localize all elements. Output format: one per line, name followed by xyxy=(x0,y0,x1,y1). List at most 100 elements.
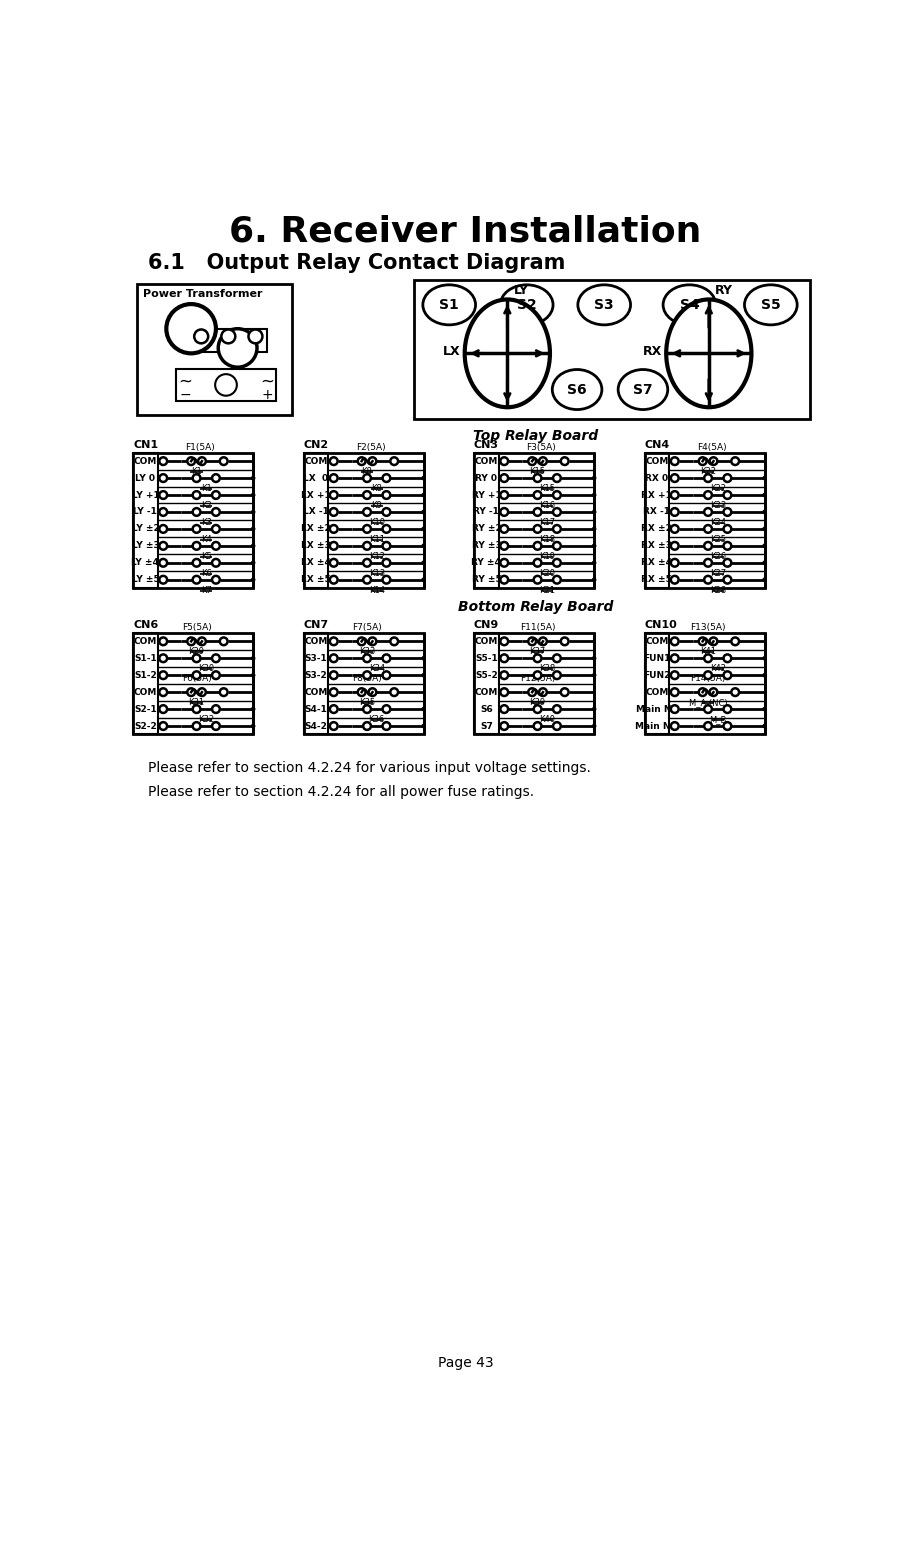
Circle shape xyxy=(390,689,398,696)
Circle shape xyxy=(364,509,371,516)
Circle shape xyxy=(500,541,508,549)
Text: S3-1: S3-1 xyxy=(305,654,327,662)
Text: COM: COM xyxy=(474,687,498,696)
Text: K28: K28 xyxy=(710,585,725,595)
Circle shape xyxy=(159,526,167,532)
Bar xyxy=(644,452,669,588)
Circle shape xyxy=(193,541,200,549)
Text: F7(5A): F7(5A) xyxy=(352,623,382,632)
Text: RY 0: RY 0 xyxy=(475,474,497,482)
Text: RX +1: RX +1 xyxy=(642,490,673,499)
Circle shape xyxy=(724,671,732,679)
Bar xyxy=(474,632,499,734)
Circle shape xyxy=(704,654,712,662)
Circle shape xyxy=(383,541,390,549)
Circle shape xyxy=(553,474,561,482)
Circle shape xyxy=(763,543,767,548)
Text: K42: K42 xyxy=(710,665,725,673)
Circle shape xyxy=(724,509,732,516)
Ellipse shape xyxy=(578,285,631,326)
Bar xyxy=(415,280,810,419)
Circle shape xyxy=(724,541,732,549)
Text: LY -1: LY -1 xyxy=(134,507,157,516)
Bar xyxy=(474,452,594,588)
Text: CN4: CN4 xyxy=(644,440,670,449)
Circle shape xyxy=(500,654,508,662)
Circle shape xyxy=(195,330,208,343)
Circle shape xyxy=(500,689,508,696)
Circle shape xyxy=(251,560,255,565)
Text: COM: COM xyxy=(645,637,669,646)
Bar xyxy=(304,452,328,588)
Circle shape xyxy=(421,656,426,660)
Circle shape xyxy=(534,671,542,679)
Text: K29: K29 xyxy=(188,648,205,656)
Text: S1: S1 xyxy=(439,297,459,311)
Circle shape xyxy=(671,654,679,662)
Circle shape xyxy=(704,576,712,584)
Circle shape xyxy=(534,491,542,499)
Circle shape xyxy=(592,493,596,498)
Circle shape xyxy=(553,706,561,714)
Circle shape xyxy=(553,559,561,567)
Text: Power Transformer: Power Transformer xyxy=(143,288,263,299)
Circle shape xyxy=(421,493,426,498)
Circle shape xyxy=(222,330,235,343)
Text: +: + xyxy=(261,388,273,402)
Text: K19: K19 xyxy=(539,552,555,560)
Text: FUN2: FUN2 xyxy=(644,671,671,679)
Circle shape xyxy=(421,476,426,480)
Circle shape xyxy=(159,637,167,645)
Circle shape xyxy=(592,577,596,582)
Circle shape xyxy=(251,510,255,515)
Circle shape xyxy=(364,721,371,729)
Circle shape xyxy=(500,491,508,499)
Circle shape xyxy=(369,637,376,645)
Text: S6: S6 xyxy=(480,704,493,714)
Circle shape xyxy=(383,474,390,482)
Text: F10: F10 xyxy=(175,321,207,336)
Circle shape xyxy=(369,457,376,465)
Circle shape xyxy=(159,559,167,567)
Circle shape xyxy=(212,526,220,532)
Circle shape xyxy=(383,706,390,714)
Circle shape xyxy=(500,706,508,714)
Text: F3(5A): F3(5A) xyxy=(526,443,556,452)
Text: +: + xyxy=(219,380,230,394)
Text: K15: K15 xyxy=(530,468,545,476)
Text: ~: ~ xyxy=(178,372,192,391)
Circle shape xyxy=(330,509,337,516)
Text: F8(5A): F8(5A) xyxy=(352,675,382,682)
Circle shape xyxy=(421,577,426,582)
Circle shape xyxy=(699,457,706,465)
Bar xyxy=(133,632,253,734)
Text: RY ±2: RY ±2 xyxy=(472,524,501,534)
Circle shape xyxy=(330,541,337,549)
Text: K32: K32 xyxy=(198,715,215,725)
Text: K41: K41 xyxy=(700,648,716,656)
Circle shape xyxy=(251,673,255,678)
Text: COM: COM xyxy=(305,637,327,646)
Text: K13: K13 xyxy=(369,570,385,577)
Text: K21: K21 xyxy=(539,585,555,595)
Text: RY ±5: RY ±5 xyxy=(472,576,501,584)
Text: CN8: CN8 xyxy=(175,335,196,344)
Text: K3: K3 xyxy=(201,518,212,527)
Circle shape xyxy=(539,457,547,465)
Text: K23: K23 xyxy=(710,501,725,510)
Circle shape xyxy=(724,706,732,714)
Text: S2-2: S2-2 xyxy=(134,721,156,731)
Circle shape xyxy=(724,526,732,532)
Text: K34: K34 xyxy=(369,665,385,673)
Circle shape xyxy=(553,576,561,584)
Text: LX  0: LX 0 xyxy=(304,474,328,482)
Circle shape xyxy=(553,654,561,662)
Circle shape xyxy=(159,474,167,482)
Circle shape xyxy=(534,721,542,729)
Text: M_A (NC): M_A (NC) xyxy=(689,698,727,707)
Circle shape xyxy=(534,559,542,567)
Text: K20: K20 xyxy=(539,570,555,577)
Text: Main NO: Main NO xyxy=(635,721,678,731)
Circle shape xyxy=(500,509,508,516)
Circle shape xyxy=(421,673,426,678)
